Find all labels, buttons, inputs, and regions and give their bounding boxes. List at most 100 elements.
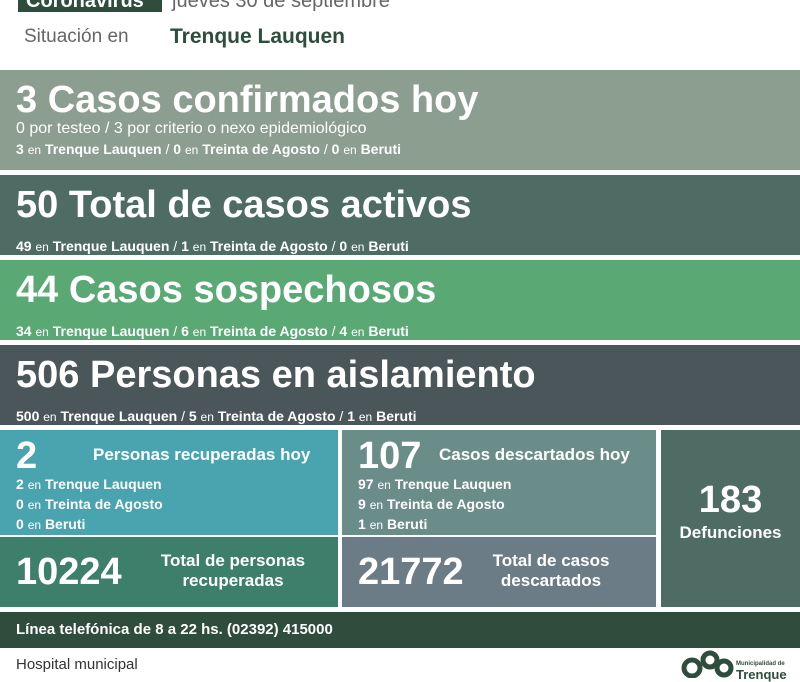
count: 1 (181, 238, 189, 254)
breakdown: 49 en Trenque Lauquen / 1 en Treinta de … (16, 237, 409, 256)
total-value: 10224 (16, 551, 122, 593)
count: 6 (181, 323, 189, 339)
place: Trenque Lauquen (60, 408, 178, 424)
total-label-line: Total de casos (492, 551, 610, 570)
prep: en (369, 498, 384, 512)
total-value: 21772 (358, 551, 464, 593)
prep: en (200, 410, 214, 424)
deaths-label: Defunciones (679, 523, 782, 542)
breakdown: 0 en Treinta de Agosto (16, 495, 163, 514)
place: Trenque Lauquen (44, 141, 162, 157)
count: 4 (339, 323, 348, 339)
section-title: Casos confirmados hoy (47, 79, 479, 121)
count: 1 (358, 516, 366, 532)
place: Treinta de Agosto (217, 408, 336, 424)
count: 2 (16, 476, 24, 492)
section-value: 50 (16, 184, 59, 226)
count: 0 (16, 120, 25, 137)
prep: en (192, 325, 207, 339)
section-heading: 44 Casos sospechosos (16, 270, 436, 310)
place: Treinta de Agosto (210, 238, 328, 254)
place: Trenque Lauquen (394, 476, 512, 492)
breakdown: 97 en Trenque Lauquen (358, 475, 511, 494)
count: 500 (16, 408, 40, 424)
today-value: 107 (358, 435, 422, 477)
detail-text: por criterio o nexo epidemiológico (127, 120, 367, 137)
prep: en (377, 478, 391, 492)
breakdown: 0 en Beruti (16, 515, 85, 534)
prep: en (43, 410, 57, 424)
today-value: 2 (16, 435, 38, 477)
logo-mark (681, 650, 734, 678)
place: Beruti (360, 141, 402, 157)
place: Trenque Lauquen (52, 323, 170, 339)
separator: / (331, 323, 336, 339)
breakdown: 2 en Trenque Lauquen (16, 475, 162, 494)
count: 0 (16, 516, 24, 532)
place: Trenque Lauquen (52, 238, 170, 254)
breakdown: 0 por testeo / 3 por criterio o nexo epi… (16, 120, 366, 138)
count: 0 (16, 496, 24, 512)
place: Beruti (44, 516, 86, 532)
situation-label: Situación en (24, 26, 129, 47)
section: 50 Total de casos activos 49 en Trenque L… (0, 175, 800, 255)
breakdown: 9 en Treinta de Agosto (358, 495, 505, 514)
breakdown: 34 en Trenque Lauquen / 6 en Treinta de … (16, 322, 409, 341)
badge-box (18, 0, 162, 12)
count: 0 (173, 141, 182, 157)
breakdown: 3 en Trenque Lauquen / 0 en Treinta de A… (16, 140, 401, 159)
total-label-line: recuperadas (182, 571, 284, 590)
detail-text: por testeo (29, 120, 101, 137)
prep: en (27, 498, 42, 512)
prep: en (343, 143, 357, 157)
total-label-line: Total de personas (160, 551, 306, 570)
section: 44 Casos sospechosos 34 en Trenque Lauque… (0, 260, 800, 340)
total-label-line: descartados (500, 571, 602, 590)
recovered-today: 2 Personas recuperadas hoy 2 en Trenque La… (0, 430, 338, 535)
prep: en (35, 240, 49, 254)
separator: / (173, 323, 178, 339)
prep: en (351, 240, 365, 254)
separator: / (104, 120, 110, 137)
section-title: Total de casos activos (68, 184, 472, 226)
prep: en (358, 410, 373, 424)
separator: / (181, 408, 185, 424)
prep: en (27, 478, 42, 492)
prep: en (192, 240, 207, 254)
place: Beruti (376, 408, 417, 424)
date: jueves 30 de septiembre (172, 0, 390, 12)
place: Trenque Lauquen (44, 476, 162, 492)
separator: / (323, 141, 328, 157)
recovered-total: 10224 Total de personas recuperadas (0, 537, 338, 607)
total-label: Total de casos descartados (456, 551, 646, 591)
section-value: 3 (16, 79, 38, 121)
hospital: Hospital municipal (16, 656, 138, 673)
section: 3 Casos confirmados hoy 0 por testeo / 3 … (0, 70, 800, 170)
count: 3 (113, 120, 123, 137)
separator: / (173, 238, 178, 254)
separator: / (331, 238, 336, 254)
count: 0 (339, 238, 348, 254)
city: Trenque Lauquen (170, 25, 346, 48)
section-value: 506 (16, 354, 80, 396)
deaths-value: 183 (698, 479, 763, 521)
count: 5 (188, 408, 197, 424)
count: 97 (358, 476, 374, 492)
place: Treinta de Agosto (44, 496, 163, 512)
place: Treinta de Agosto (202, 141, 320, 157)
prep: en (184, 143, 199, 157)
prep: en (351, 325, 365, 339)
section-title: Casos sospechosos (68, 269, 437, 311)
count: 34 (16, 323, 32, 339)
place: Beruti (368, 238, 409, 254)
count: 1 (347, 408, 355, 424)
badge: Coronavirus (26, 0, 144, 12)
count: 9 (358, 496, 366, 512)
section: 506 Personas en aislamiento 500 en Trenqu… (0, 345, 800, 425)
section-heading: 50 Total de casos activos (16, 185, 472, 225)
logo-small: Municipalidad de (736, 661, 785, 667)
total-label: Total de personas recuperadas (138, 551, 328, 591)
section-value: 44 (16, 269, 59, 311)
